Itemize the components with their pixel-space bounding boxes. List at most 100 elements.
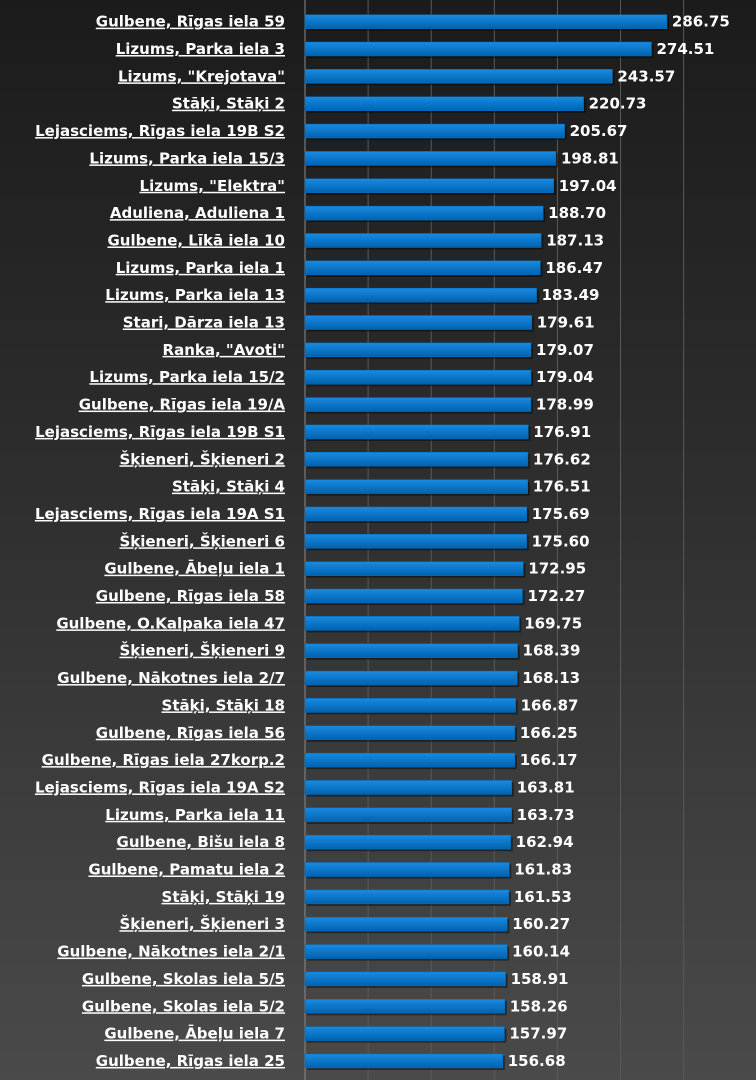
category-label: Gulbene, Ābeļu iela 1: [104, 558, 285, 578]
category-label: Lejasciems, Rīgas iela 19A S1: [35, 505, 285, 523]
value-label: 169.75: [524, 614, 582, 632]
category-label: Šķieneri, Šķieneri 6: [119, 531, 285, 550]
bar: [304, 834, 511, 850]
bar: [304, 69, 613, 84]
value-label: 178.99: [536, 396, 594, 414]
category-label: Gulbene, Ābeļu iela 7: [104, 1023, 285, 1043]
bar: [304, 807, 512, 823]
value-label: 274.51: [656, 40, 714, 58]
value-label: 163.81: [517, 778, 575, 796]
category-labels: Gulbene, Rīgas iela 59 Lizums, Parka iela…: [35, 13, 285, 1070]
value-label: 162.94: [516, 833, 574, 851]
value-label: 176.91: [533, 423, 591, 441]
bar: [304, 424, 529, 440]
value-label: 157.97: [509, 1025, 567, 1043]
bar: [304, 178, 554, 194]
value-label: 179.61: [537, 314, 595, 332]
value-labels: 286.75 274.51 243.57 220.73 205.67 198.81 197.…: [508, 13, 730, 1070]
category-label: Gulbene, Rīgas iela 58: [96, 587, 285, 605]
category-label: Lejasciems, Rīgas iela 19B S2: [35, 122, 285, 140]
value-label: 166.87: [521, 696, 579, 714]
category-label: Lizums, Parka iela 15/3: [89, 149, 285, 167]
category-label: Stāķi, Stāķi 2: [172, 95, 285, 113]
value-label: 168.39: [523, 642, 581, 660]
value-label: 156.68: [508, 1052, 566, 1070]
category-label: Stāķi, Stāķi 19: [162, 888, 285, 906]
category-label: Stāķi, Stāķi 18: [162, 696, 285, 714]
value-label: 163.73: [517, 806, 575, 824]
category-label: Gulbene, Rīgas iela 19/A: [79, 396, 286, 414]
bar: [304, 561, 524, 576]
bar: [304, 41, 652, 57]
bar: [304, 889, 510, 905]
bar: [304, 1053, 504, 1069]
bar: [304, 780, 513, 795]
value-label: 187.13: [546, 231, 604, 249]
category-label: Stari, Dārza iela 13: [123, 314, 285, 332]
category-label: Gulbene, Rīgas iela 27korp.2: [42, 751, 285, 769]
value-label: 166.17: [520, 751, 578, 769]
bar: [304, 369, 532, 385]
bar: [304, 698, 516, 713]
category-label: Gulbene, Skolas iela 5/2: [82, 997, 285, 1015]
bar: [304, 534, 527, 549]
value-label: 220.73: [589, 95, 647, 113]
category-label: Gulbene, Nākotnes iela 2/1: [57, 943, 285, 961]
value-label: 172.95: [528, 560, 586, 578]
bar: [304, 725, 516, 741]
bar: [304, 944, 508, 959]
bar: [304, 14, 668, 29]
bar: [304, 506, 528, 522]
category-label: Ranka, "Avoti": [163, 341, 285, 359]
bar: [304, 643, 518, 658]
value-label: 179.04: [536, 368, 594, 386]
bar: [304, 616, 520, 631]
bar: [304, 752, 515, 768]
category-label: Šķieneri, Šķieneri 2: [119, 449, 285, 468]
category-label: Lizums, Parka iela 15/2: [89, 368, 285, 386]
bar: [304, 342, 532, 358]
category-label: Gulbene, Rīgas iela 56: [96, 724, 285, 742]
bar: [304, 233, 542, 248]
category-label: Šķieneri, Šķieneri 9: [119, 641, 285, 660]
bar: [304, 916, 508, 932]
value-label: 175.69: [532, 505, 590, 523]
bar: [304, 999, 506, 1014]
bar: [304, 670, 518, 686]
category-label: Lejasciems, Rīgas iela 19B S1: [35, 423, 285, 441]
value-label: 176.51: [533, 478, 591, 496]
category-label: Gulbene, Līkā iela 10: [107, 231, 285, 249]
value-label: 183.49: [542, 286, 600, 304]
value-label: 186.47: [545, 259, 603, 277]
category-label: Aduliena, Aduliena 1: [110, 204, 285, 222]
value-label: 179.07: [536, 341, 594, 359]
category-label: Gulbene, Rīgas iela 25: [96, 1052, 285, 1070]
category-label: Lizums, "Krejotava": [118, 67, 285, 85]
category-label: Lizums, "Elektra": [140, 177, 285, 195]
bar: [304, 96, 584, 111]
bar: [304, 287, 537, 303]
bar: [304, 260, 541, 276]
category-label: Lizums, Parka iela 11: [105, 806, 285, 824]
value-label: 172.27: [527, 587, 585, 605]
category-label: Stāķi, Stāķi 4: [172, 478, 285, 496]
bar: [304, 151, 557, 166]
bar: [304, 205, 544, 221]
value-label: 205.67: [570, 122, 628, 140]
bar: [304, 862, 510, 877]
value-label: 286.75: [672, 13, 730, 31]
category-label: Lejasciems, Rīgas iela 19A S2: [35, 778, 285, 796]
value-label: 161.53: [514, 888, 572, 906]
category-label: Gulbene, O.Kalpaka iela 47: [56, 614, 285, 632]
value-label: 168.13: [522, 669, 580, 687]
category-label: Gulbene, Rīgas iela 59: [96, 13, 285, 31]
value-label: 188.70: [548, 204, 606, 222]
value-label: 160.14: [512, 943, 570, 961]
bar: [304, 588, 523, 604]
category-label: Lizums, Parka iela 13: [105, 286, 285, 304]
value-label: 197.04: [559, 177, 617, 195]
category-label: Lizums, Parka iela 1: [116, 259, 285, 277]
value-label: 198.81: [561, 149, 619, 167]
value-label: 175.60: [532, 532, 590, 550]
